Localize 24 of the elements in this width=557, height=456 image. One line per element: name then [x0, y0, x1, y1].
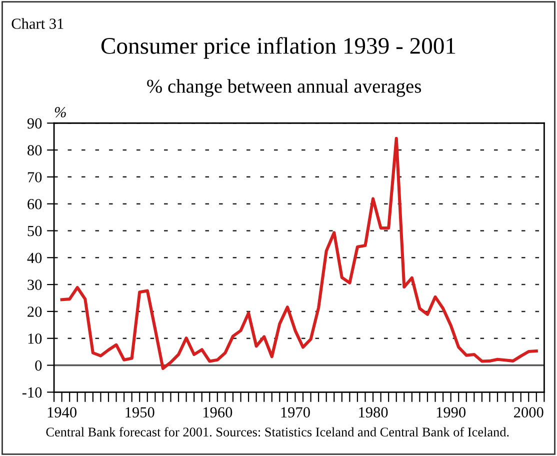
x-tick-label: 1940: [48, 407, 77, 418]
caption: Chart 31: [12, 18, 64, 29]
y-tick-label: 60: [28, 198, 42, 210]
line-series: [60, 136, 538, 370]
y-tick-label: 90: [27, 118, 42, 129]
y-tick-label: 20: [28, 306, 42, 317]
y-tick-label: 70: [28, 172, 42, 182]
y-tick-label: 50: [28, 226, 42, 236]
y-tick-label: 0: [35, 360, 42, 371]
x-tick-label: 1990: [436, 407, 466, 418]
text: Central Bank forecast for 2001. Sources: Statistics Iceland and Central Bank of Iceland.: [46, 427, 509, 437]
y-tick-label: 40: [27, 252, 42, 264]
x-tick-label: 1960: [203, 407, 232, 418]
x-tick-label: 2000: [514, 407, 544, 418]
chart-subtitle: % change between annual averages: [147, 79, 422, 97]
y-tick-label: 80: [28, 145, 42, 156]
x-tick-label: 1970: [281, 407, 310, 418]
y-tick-label: 10: [28, 333, 42, 344]
x-tick-label: 1980: [359, 407, 388, 418]
chart-title: Consumer price inflation 1939 - 2001: [101, 37, 456, 59]
y-tick-label: 30: [28, 280, 42, 290]
y-tick-label: -10: [22, 387, 42, 398]
y-axis-title: %: [54, 107, 66, 118]
x-tick-label: 1950: [126, 407, 154, 418]
